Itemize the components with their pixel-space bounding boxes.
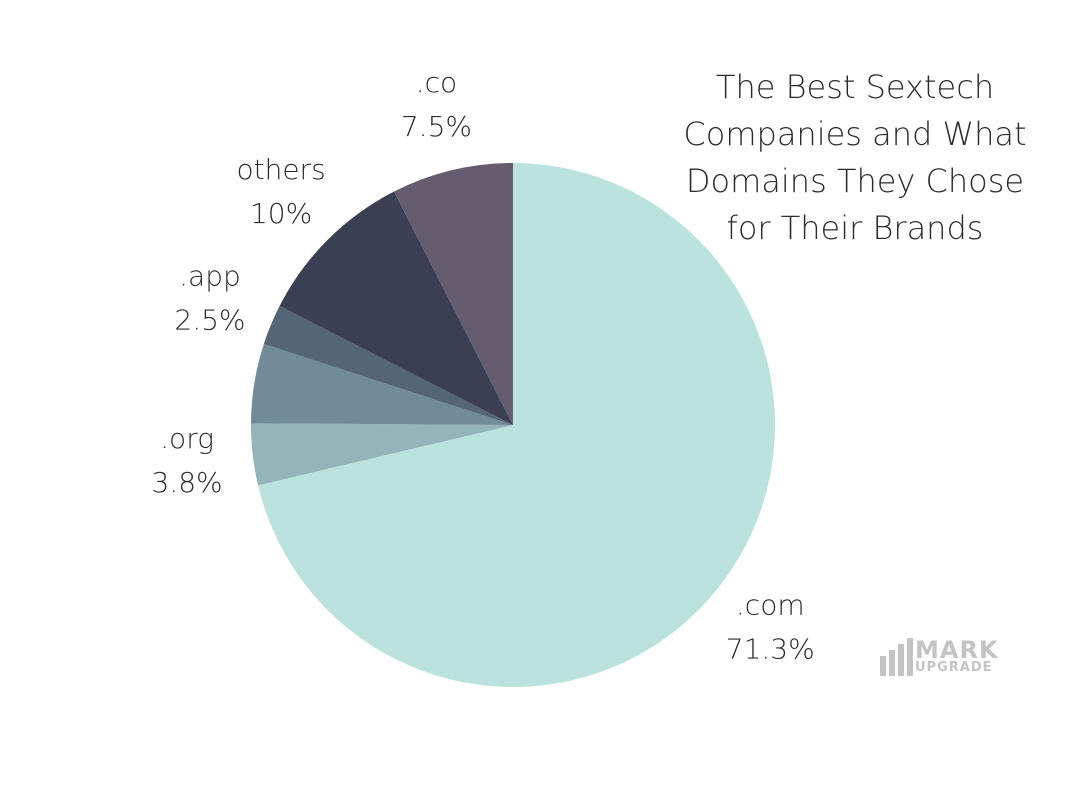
slice-label: others (236, 153, 325, 186)
slice-label: .com (736, 588, 805, 621)
watermark: UPGRADE (915, 660, 993, 675)
slice-label: .app (179, 259, 241, 292)
slice-label: .org (160, 422, 214, 455)
chart-title: The Best Sextech Companies and What Doma… (683, 68, 1027, 247)
logo-bars (880, 638, 913, 676)
value-label: 2.5% (174, 303, 245, 336)
value-label: 71.3% (726, 632, 815, 665)
pie-slice (263, 306, 513, 425)
slice-label: .co (416, 66, 457, 99)
value-label: 7.5% (401, 110, 472, 143)
pie-slice (250, 423, 513, 486)
value-label: 3.8% (152, 466, 223, 499)
pie-slice (251, 344, 513, 425)
pie-slice (258, 163, 775, 688)
watermark: MARK (915, 636, 999, 664)
value-label: 10% (250, 197, 312, 230)
pie-slice (279, 191, 513, 425)
pie-slice (394, 163, 513, 425)
